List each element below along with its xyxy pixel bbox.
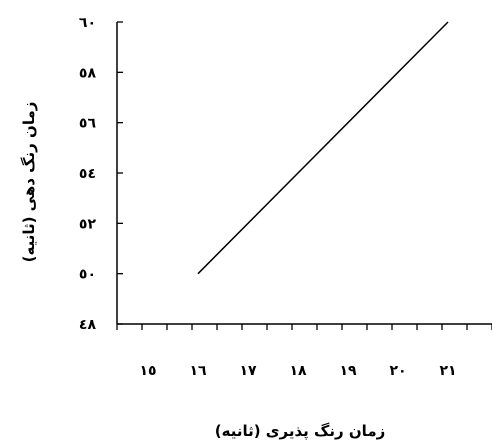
x-tick-label: ٢١ — [439, 363, 456, 379]
x-axis-title: زمان رنگ پذیری (ثانیه) — [215, 422, 386, 441]
y-axis-title: زمان رنگ دهی (ثانیه) — [20, 102, 38, 263]
x-tick-label: ١٦ — [189, 363, 207, 379]
x-axis: ١٥ ١٦ ١٧ ١٨ ١٩ ٢٠ ٢١ — [116, 323, 492, 379]
x-tick-label: ١٧ — [239, 363, 257, 379]
x-tick-label: ٢٠ — [389, 363, 406, 379]
y-tick-label: ٥٢ — [79, 216, 97, 232]
y-tick-label: ٤٨ — [79, 317, 97, 333]
series-layer — [197, 21, 449, 275]
series-line — [197, 21, 449, 275]
y-tick-label: ٦٠ — [79, 15, 96, 31]
x-tick-label: ١٨ — [289, 363, 307, 379]
x-tick-label: ١٩ — [339, 363, 357, 379]
y-tick-label: ٥٠ — [79, 267, 96, 283]
y-tick-label: ٥٤ — [79, 166, 96, 182]
y-axis: ٤٨ ٥٠ ٥٢ ٥٤ ٥٦ ٥٨ ٦٠ — [79, 15, 123, 333]
x-tick-label: ١٥ — [139, 363, 156, 379]
y-tick-label: ٥٦ — [79, 116, 97, 132]
y-tick-label: ٥٨ — [79, 65, 97, 81]
